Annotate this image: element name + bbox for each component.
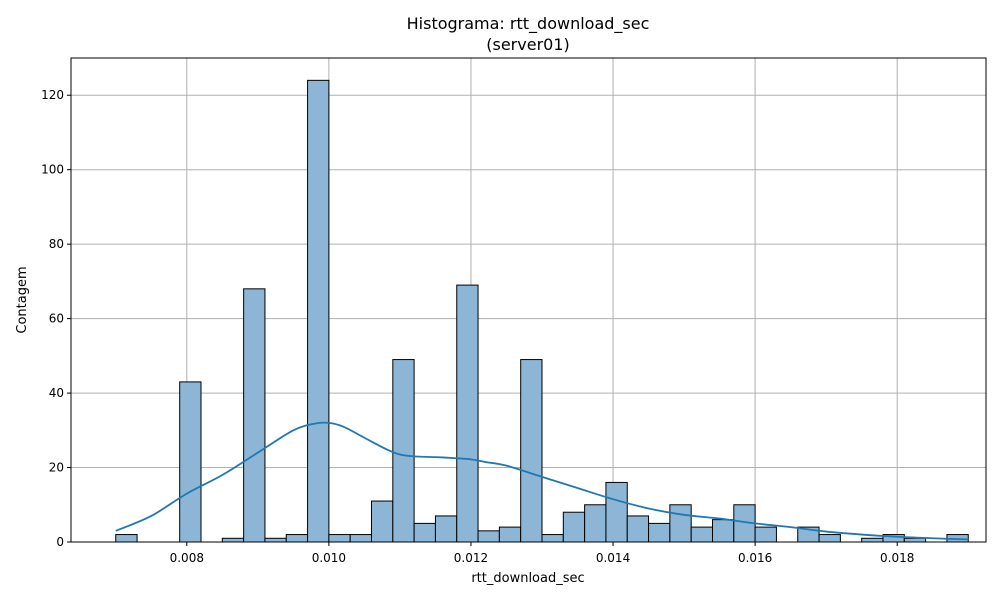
y-tick-label: 0 <box>56 535 64 549</box>
y-tick-label: 120 <box>41 88 64 102</box>
histogram-bar <box>371 500 394 543</box>
histogram-bar <box>648 522 671 543</box>
histogram-bar <box>179 381 202 543</box>
chart-subtitle: (server01) <box>486 35 570 54</box>
histogram-bar <box>413 522 436 543</box>
y-tick-label: 40 <box>49 386 64 400</box>
histogram-bar <box>541 534 564 543</box>
histogram-bar <box>690 526 713 543</box>
histogram-bars <box>115 79 969 543</box>
y-tick-label: 80 <box>49 237 64 251</box>
histogram-bar <box>221 537 245 543</box>
histogram-bar <box>626 515 650 543</box>
histogram-bar <box>669 504 692 543</box>
histogram-bar <box>392 359 415 543</box>
histogram-bar <box>520 359 543 543</box>
histogram-bar <box>264 537 287 543</box>
histogram-bar <box>328 534 351 543</box>
x-tick-label: 0.008 <box>170 551 204 565</box>
histogram-bar <box>711 519 735 543</box>
histogram-bar <box>754 526 777 543</box>
histogram-bar <box>434 515 458 543</box>
y-axis-label: Contagem <box>15 266 30 333</box>
x-tick-label: 0.014 <box>596 551 630 565</box>
x-tick-label: 0.016 <box>738 551 772 565</box>
histogram-bar <box>605 481 628 543</box>
chart-title: Histograma: rtt_download_sec <box>407 14 650 34</box>
histogram-bar <box>498 526 522 543</box>
histogram-bar <box>243 288 266 543</box>
histogram-bar <box>903 537 927 543</box>
y-tick-label: 20 <box>49 461 64 475</box>
x-axis-label: rtt_download_sec <box>471 571 584 586</box>
histogram-bar <box>477 530 500 543</box>
histogram-bar <box>349 534 373 543</box>
histogram-bar <box>285 534 309 543</box>
histogram-bar <box>562 511 586 543</box>
y-tick-label: 60 <box>49 312 64 326</box>
kde-line <box>115 421 969 541</box>
histogram-bar <box>861 537 884 543</box>
histogram-bar <box>115 534 138 543</box>
x-tick-label: 0.010 <box>312 551 346 565</box>
histogram-bar <box>456 284 479 543</box>
y-tick-label: 100 <box>41 163 64 177</box>
plot-frame <box>70 57 987 543</box>
histogram-bar <box>307 79 330 543</box>
x-tick-label: 0.018 <box>880 551 914 565</box>
x-axis-ticks: 0.008 0.010 0.012 0.014 0.016 0.018 <box>170 542 914 565</box>
y-axis-ticks: 0 20 40 60 80 100 120 <box>41 88 71 549</box>
histogram-bar <box>584 504 607 543</box>
x-tick-label: 0.012 <box>454 551 488 565</box>
histogram-bar <box>818 534 841 543</box>
